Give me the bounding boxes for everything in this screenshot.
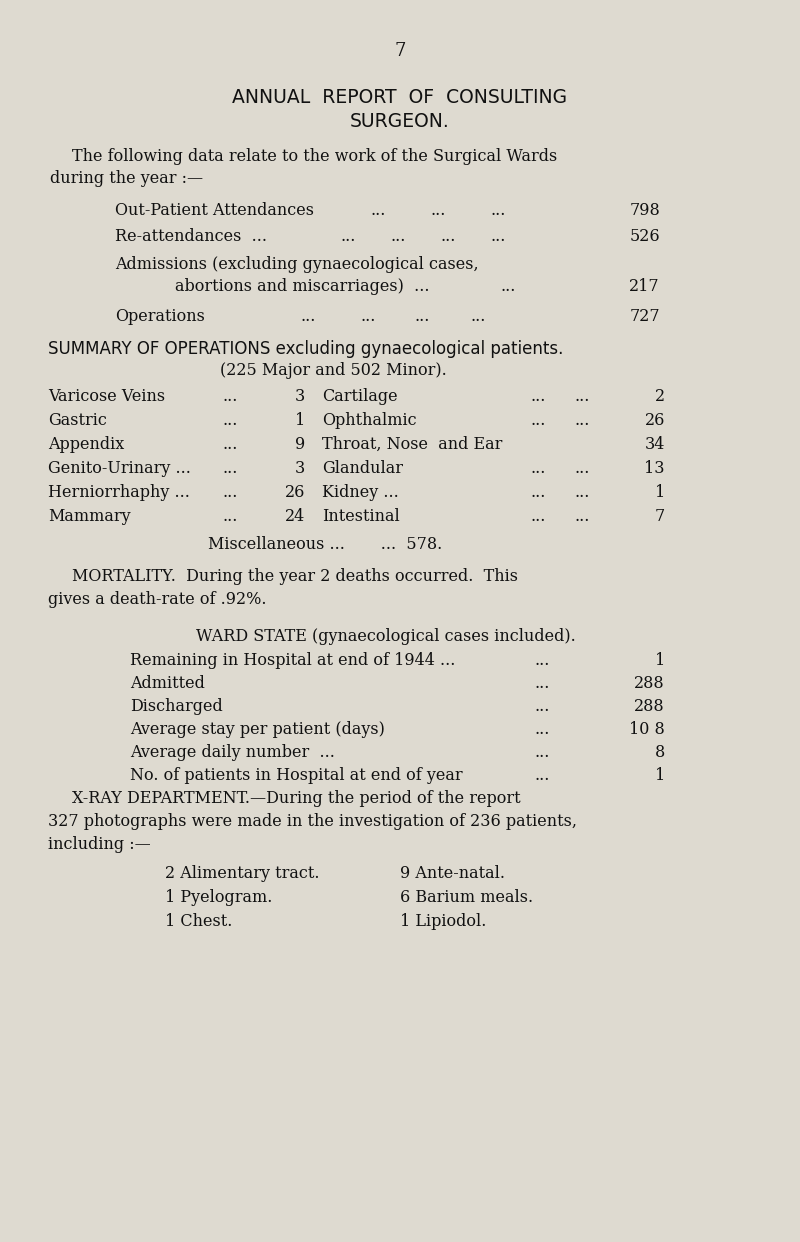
Text: 9: 9 [294,436,305,453]
Text: Average daily number  ...: Average daily number ... [130,744,335,761]
Text: Kidney ...: Kidney ... [322,484,398,501]
Text: ...: ... [222,484,238,501]
Text: 288: 288 [634,674,665,692]
Text: 1 Pyelogram.: 1 Pyelogram. [165,889,272,905]
Text: ...: ... [575,460,590,477]
Text: ...: ... [530,460,546,477]
Text: Appendix: Appendix [48,436,124,453]
Text: 7: 7 [654,508,665,525]
Text: 26: 26 [285,484,305,501]
Text: ...: ... [470,308,486,325]
Text: 1: 1 [654,652,665,669]
Text: Genito-Urinary ...: Genito-Urinary ... [48,460,191,477]
Text: Miscellaneous ...       ...  578.: Miscellaneous ... ... 578. [208,537,442,553]
Text: Operations: Operations [115,308,205,325]
Text: 26: 26 [645,412,665,428]
Text: ...: ... [535,744,550,761]
Text: ...: ... [390,229,406,245]
Text: ...: ... [535,674,550,692]
Text: Ophthalmic: Ophthalmic [322,412,417,428]
Text: 3: 3 [294,388,305,405]
Text: ...: ... [535,698,550,715]
Text: ...: ... [530,508,546,525]
Text: Herniorrhaphy ...: Herniorrhaphy ... [48,484,190,501]
Text: ...: ... [430,202,446,219]
Text: 1 Chest.: 1 Chest. [165,913,232,930]
Text: ...: ... [360,308,375,325]
Text: 10 8: 10 8 [630,722,665,738]
Text: 288: 288 [634,698,665,715]
Text: 798: 798 [630,202,660,219]
Text: No. of patients in Hospital at end of year: No. of patients in Hospital at end of ye… [130,768,462,784]
Text: X-RAY DEPARTMENT.—During the period of the report: X-RAY DEPARTMENT.—During the period of t… [72,790,521,807]
Text: 1 Lipiodol.: 1 Lipiodol. [400,913,486,930]
Text: Admitted: Admitted [130,674,205,692]
Text: (225 Major and 502 Minor).: (225 Major and 502 Minor). [220,361,446,379]
Text: 6 Barium meals.: 6 Barium meals. [400,889,533,905]
Text: 217: 217 [630,278,660,296]
Text: ...: ... [490,229,506,245]
Text: 34: 34 [645,436,665,453]
Text: ...: ... [340,229,355,245]
Text: SURGEON.: SURGEON. [350,112,450,130]
Text: 1: 1 [294,412,305,428]
Text: abortions and miscarriages)  ...: abortions and miscarriages) ... [175,278,430,296]
Text: Re-attendances  ...: Re-attendances ... [115,229,267,245]
Text: Admissions (excluding gynaecological cases,: Admissions (excluding gynaecological cas… [115,256,478,273]
Text: The following data relate to the work of the Surgical Wards: The following data relate to the work of… [72,148,558,165]
Text: ...: ... [370,202,386,219]
Text: ...: ... [530,388,546,405]
Text: Remaining in Hospital at end of 1944 ...: Remaining in Hospital at end of 1944 ... [130,652,455,669]
Text: ...: ... [535,652,550,669]
Text: ...: ... [535,768,550,784]
Text: ...: ... [500,278,515,296]
Text: ...: ... [222,412,238,428]
Text: 327 photographs were made in the investigation of 236 patients,: 327 photographs were made in the investi… [48,814,577,830]
Text: Discharged: Discharged [130,698,222,715]
Text: 727: 727 [630,308,660,325]
Text: Out-Patient Attendances: Out-Patient Attendances [115,202,314,219]
Text: ...: ... [490,202,506,219]
Text: ANNUAL  REPORT  OF  CONSULTING: ANNUAL REPORT OF CONSULTING [233,88,567,107]
Text: Mammary: Mammary [48,508,130,525]
Text: 24: 24 [285,508,305,525]
Text: ...: ... [222,436,238,453]
Text: 9 Ante-natal.: 9 Ante-natal. [400,864,505,882]
Text: ...: ... [575,508,590,525]
Text: ...: ... [222,508,238,525]
Text: 3: 3 [294,460,305,477]
Text: WARD STATE (gynaecological cases included).: WARD STATE (gynaecological cases include… [196,628,576,645]
Text: ...: ... [575,484,590,501]
Text: ...: ... [535,722,550,738]
Text: ...: ... [530,484,546,501]
Text: Gastric: Gastric [48,412,107,428]
Text: including :—: including :— [48,836,150,853]
Text: MORTALITY.  During the year 2 deaths occurred.  This: MORTALITY. During the year 2 deaths occu… [72,568,518,585]
Text: ...: ... [575,412,590,428]
Text: ...: ... [440,229,455,245]
Text: 13: 13 [645,460,665,477]
Text: 7: 7 [394,42,406,60]
Text: Varicose Veins: Varicose Veins [48,388,165,405]
Text: ...: ... [575,388,590,405]
Text: Throat, Nose  and Ear: Throat, Nose and Ear [322,436,502,453]
Text: 8: 8 [654,744,665,761]
Text: 1: 1 [654,768,665,784]
Text: ...: ... [530,412,546,428]
Text: ...: ... [300,308,315,325]
Text: 1: 1 [654,484,665,501]
Text: during the year :—: during the year :— [50,170,203,188]
Text: Average stay per patient (days): Average stay per patient (days) [130,722,385,738]
Text: 2 Alimentary tract.: 2 Alimentary tract. [165,864,319,882]
Text: Cartilage: Cartilage [322,388,398,405]
Text: Glandular: Glandular [322,460,403,477]
Text: ...: ... [222,460,238,477]
Text: SUMMARY OF OPERATIONS excluding gynaecological patients.: SUMMARY OF OPERATIONS excluding gynaecol… [48,340,563,358]
Text: ...: ... [222,388,238,405]
Text: 2: 2 [655,388,665,405]
Text: 526: 526 [630,229,660,245]
Text: ...: ... [415,308,430,325]
Text: Intestinal: Intestinal [322,508,400,525]
Text: gives a death-rate of .92%.: gives a death-rate of .92%. [48,591,266,609]
